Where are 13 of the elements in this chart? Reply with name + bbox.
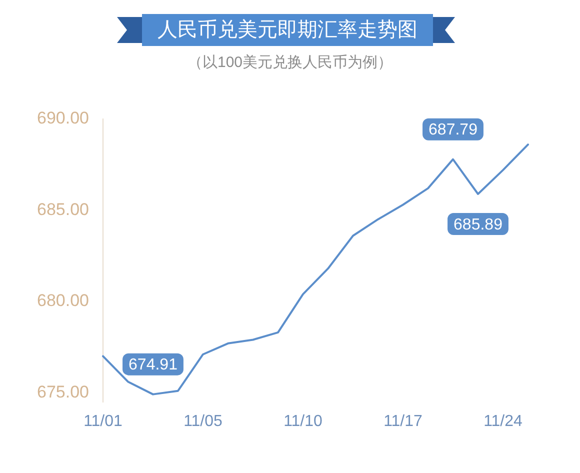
x-tick-label: 11/17 [384,412,423,430]
data-label: 685.89 [454,216,503,234]
x-tick-label: 11/10 [284,412,323,430]
data-label: 674.91 [128,356,178,374]
data-label: 687.79 [428,122,478,139]
y-tick-label: 680.00 [36,291,89,310]
y-tick-label: 675.00 [36,382,89,402]
y-tick-label: 685.00 [36,200,89,219]
y-tick-label: 690.00 [36,108,89,128]
chart-subtitle: （以100美元兑换人民币为例） [186,53,394,72]
x-tick-label: 11/24 [484,412,523,430]
x-tick-label: 11/05 [184,412,223,430]
x-tick-label: 11/01 [84,412,123,430]
